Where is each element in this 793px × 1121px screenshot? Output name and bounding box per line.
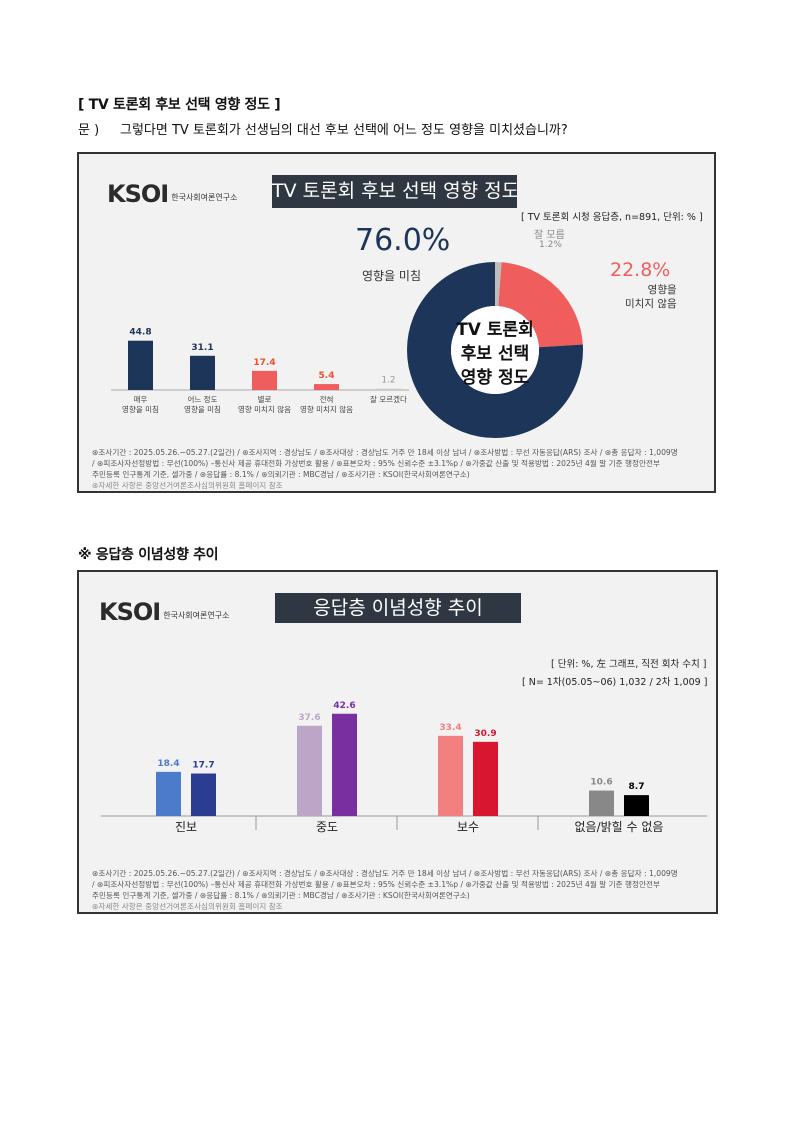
logo-subtitle: 한국사회여론연구소: [171, 192, 238, 202]
donut-center-line: 영향 정도: [460, 368, 530, 388]
bar: [376, 388, 401, 390]
bar-value-label: 17.4: [253, 358, 275, 368]
bar: [128, 340, 153, 390]
chart-panel-ideology: KSOI 한국사회여론연구소 응답층 이념성향 추이 [ 단위: %, 左 그래…: [77, 570, 718, 914]
category-label: 진보: [175, 820, 197, 834]
chart-panel-influence: KSOI 한국사회여론연구소 TV 토론회 후보 선택 영향 정도 [ TV 토…: [77, 152, 716, 493]
influenced-percent: 76.0%: [355, 223, 451, 258]
category-label: 전혀: [320, 394, 334, 404]
bar: [332, 713, 357, 816]
category-label: 영향 미치지 않음: [300, 404, 353, 414]
not-influenced-percent: 22.8%: [610, 259, 671, 281]
category-label: 잘 모르겠다: [370, 394, 407, 404]
category-label: 없음/밝힐 수 없음: [575, 820, 664, 834]
chart-note-unit: [ 단위: %, 左 그래프, 직전 회차 수치 ]: [551, 659, 707, 670]
category-label: 어느 정도: [188, 394, 218, 404]
chart-title: 응답층 이념성향 추이: [275, 593, 521, 623]
question-prefix: 문 ): [78, 123, 100, 138]
bar-value-label: 18.4: [157, 759, 179, 769]
ksoi-logo: KSOI 한국사회여론연구소: [99, 598, 229, 626]
chart-note: [ TV 토론회 시청 응답층, n=891, 단위: % ]: [521, 212, 703, 223]
bar: [589, 790, 614, 816]
survey-footnote: ⊛조사기간 : 2025.05.26.~05.27.(2일간) / ⊛조사지역 …: [92, 448, 678, 490]
donut-chart-influence: [407, 262, 583, 438]
bar-value-label: 5.4: [319, 371, 335, 381]
bar-value-label: 33.4: [439, 723, 461, 733]
not-influenced-label: 영향을 미치지 않음: [625, 284, 677, 310]
logo-mark: KSOI: [107, 180, 169, 208]
survey-footnote: ⊛조사기간 : 2025.05.26.~05.27.(2일간) / ⊛조사지역 …: [92, 869, 678, 911]
bar-value-label: 37.6: [298, 713, 320, 723]
bar-value-label: 10.6: [590, 778, 612, 788]
category-label: 별로: [258, 394, 272, 404]
category-label: 매우: [134, 395, 148, 404]
chart-note-sample: [ N= 1차(05.05~06) 1,032 / 2차 1,009 ]: [522, 677, 708, 688]
donut-center-line: 후보 선택: [460, 344, 530, 364]
bar-value-label: 44.8: [129, 328, 151, 338]
influenced-label: 영향을 미침: [362, 269, 422, 283]
section-title: [ TV 토론회 후보 선택 영향 정도 ]: [78, 97, 281, 113]
donut-hole: [451, 306, 539, 394]
bar-value-label: 42.6: [333, 701, 355, 711]
bar-value-label: 31.1: [191, 343, 213, 353]
section-title: ※ 응답층 이념성향 추이: [78, 547, 219, 563]
unknown-label: 잘 모름: [534, 230, 565, 241]
category-label: 영향 미치지 않음: [238, 404, 291, 414]
chart-title: TV 토론회 후보 선택 영향 정도: [272, 175, 519, 208]
bar: [190, 355, 215, 390]
category-label: 영향을 미침: [184, 404, 221, 414]
donut-center-line: TV 토론회: [456, 320, 534, 340]
bar-value-label: 1.2: [381, 376, 395, 386]
donut-slice: [407, 262, 583, 438]
bar: [473, 741, 498, 816]
unknown-percent: 1.2%: [539, 240, 562, 250]
bar: [314, 384, 339, 390]
bar-value-label: 8.7: [629, 782, 645, 792]
donut-center-label: TV 토론회 후보 선택 영향 정도: [445, 318, 545, 390]
bar: [624, 795, 649, 816]
category-label: 보수: [457, 820, 479, 834]
bar: [438, 735, 463, 816]
bar-chart-ideology: 18.4 17.7 진보 37.6 42.6 중도 33.4 30.9 보수 10.6 8.7 없음/…: [101, 701, 707, 834]
category-label: 중도: [316, 820, 338, 834]
category-label: 영향을 미침: [122, 404, 159, 414]
question-text: 그렇다면 TV 토론회가 선생님의 대선 후보 선택에 어느 정도 영향을 미치…: [120, 123, 568, 138]
bar: [191, 773, 216, 816]
bar: [156, 771, 181, 816]
logo-mark: KSOI: [99, 598, 161, 626]
bar-value-label: 17.7: [192, 761, 214, 771]
ksoi-logo: KSOI 한국사회여론연구소: [107, 180, 237, 208]
bar-value-label: 30.9: [474, 729, 496, 739]
bar: [252, 370, 277, 390]
logo-subtitle: 한국사회여론연구소: [163, 610, 230, 620]
bar: [297, 725, 322, 816]
